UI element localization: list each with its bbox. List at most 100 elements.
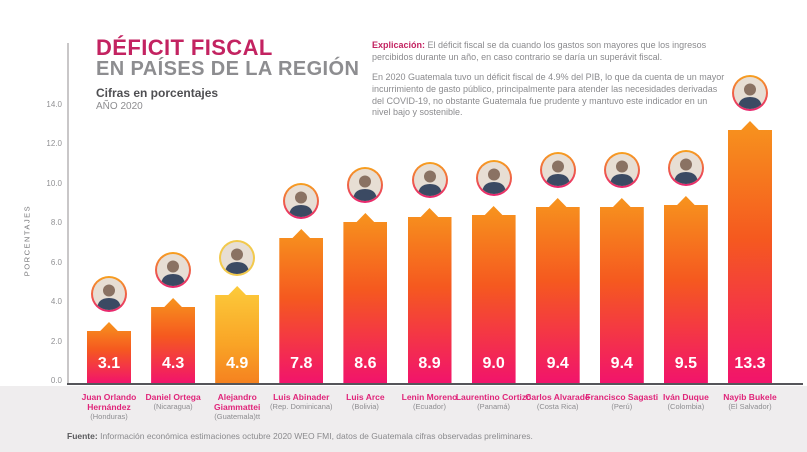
person-icon [93, 278, 125, 310]
president-avatar [219, 240, 256, 276]
y-axis-line [67, 43, 69, 383]
bar-value-label: 9.4 [546, 355, 569, 372]
bar: 9.5 [663, 196, 708, 383]
president-avatar [732, 75, 768, 111]
country-name: (Ecuador) [413, 402, 446, 412]
bar: 3.1 [87, 322, 131, 383]
person-icon [477, 162, 510, 194]
country-name: (Nicaragua) [153, 402, 193, 412]
page-title: DÉFICIT FISCAL [96, 35, 273, 60]
country-name: (Costa Rica) [536, 402, 579, 412]
bar: 8.9 [407, 208, 452, 383]
bar-value-label: 8.9 [418, 355, 441, 372]
title-year: AÑO 2020 [96, 100, 143, 112]
country-name: (Guatemala)tt [214, 412, 261, 422]
person-icon [413, 164, 446, 196]
y-tick-label: 8.0 [50, 218, 62, 228]
president-avatar [347, 167, 384, 203]
country-name: (Panamá) [477, 402, 511, 412]
bar: 7.8 [279, 229, 324, 383]
bar-value-label: 9.4 [610, 355, 633, 372]
president-avatar [91, 276, 127, 312]
president-avatar [667, 150, 704, 186]
title-caption: Cifras en porcentajes [96, 86, 219, 101]
bar-value-label: 13.3 [734, 355, 766, 372]
title-block: DÉFICIT FISCAL EN PAÍSES DE LA REGIÓN Ci… [96, 36, 359, 112]
source-text: Información económica estimaciones octub… [100, 431, 533, 441]
x-axis-label: Lenin Moreno (Ecuador) [390, 392, 470, 412]
source-label: Fuente: [67, 431, 98, 441]
bar-value-label: 4.3 [161, 355, 185, 372]
president-name: Daniel Ortega [145, 392, 201, 402]
bar-value-label: 3.1 [97, 355, 121, 372]
person-icon [734, 77, 766, 109]
person-icon [605, 154, 638, 186]
x-axis-label: Laurentino Cortizo (Panamá) [454, 392, 534, 412]
y-axis-title: PORCENTAJES [22, 204, 32, 277]
president-avatar [539, 152, 576, 188]
x-axis-label: Alejandro Giammattei (Guatemala)tt [197, 392, 277, 422]
y-tick-label: 14.0 [46, 100, 62, 110]
y-tick-label: 2.0 [50, 336, 62, 346]
president-avatar [411, 162, 448, 198]
president-avatar [155, 252, 192, 288]
explanation-paragraph-1: Explicación: El déficit fiscal se da cua… [372, 40, 728, 63]
country-name: (Perú) [611, 402, 633, 412]
x-axis-label: Nayib Bukele (El Salvador) [710, 392, 790, 412]
president-name: Francisco Sagasti [585, 392, 659, 402]
person-icon [221, 242, 254, 274]
x-axis-line [67, 383, 803, 385]
explanation-label: Explicación: [372, 40, 426, 50]
president-name: Laurentino Cortizo [455, 392, 532, 402]
explanation-text-1: El déficit fiscal se da cuando los gasto… [372, 40, 707, 62]
x-axis-label: Francisco Sagasti (Perú) [582, 392, 662, 412]
x-axis-label: Luis Abinader (Rep. Dominicana) [261, 392, 341, 412]
president-name: Iván Duque [662, 392, 709, 402]
x-axis-label: Juan Orlando Hernández (Honduras) [69, 392, 149, 422]
bar: 13.3 [728, 121, 772, 383]
y-tick-label: 10.0 [46, 178, 62, 188]
president-name: Juan Orlando Hernández [81, 392, 137, 413]
country-name: (El Salvador) [728, 402, 772, 412]
x-axis-label: Daniel Ortega (Nicaragua) [133, 392, 213, 412]
president-name: Carlos Alvarado [525, 392, 591, 402]
bar-value-label: 8.6 [354, 355, 377, 372]
bar: 9.4 [599, 198, 644, 383]
president-avatar [603, 152, 640, 188]
bar-value-label: 9.0 [482, 355, 505, 372]
person-icon [157, 254, 190, 286]
bottom-strip [0, 386, 807, 452]
x-axis-label: Carlos Alvarado (Costa Rica) [518, 392, 598, 412]
bar-value-label: 4.9 [226, 355, 249, 372]
president-name: Luis Arce [346, 392, 385, 402]
person-icon [349, 169, 382, 201]
person-icon [669, 152, 702, 184]
x-axis-label: Iván Duque (Colombia) [646, 392, 726, 412]
page-subtitle: EN PAÍSES DE LA REGIÓN [96, 58, 360, 81]
bar: 8.6 [343, 213, 388, 383]
president-name: Nayib Bukele [723, 392, 777, 402]
y-tick-label: 4.0 [50, 297, 62, 307]
x-axis-label: Luis Arce (Bolivia) [325, 392, 405, 412]
source-note: Fuente: Información económica estimacion… [67, 431, 533, 441]
person-icon [541, 154, 574, 186]
person-icon [285, 185, 318, 217]
y-tick-label: 12.0 [46, 139, 62, 149]
bar-value-label: 9.5 [674, 355, 698, 372]
explanation-block: Explicación: El déficit fiscal se da cua… [372, 40, 728, 128]
y-tick-label: 0.0 [50, 376, 62, 385]
country-name: (Colombia) [667, 402, 705, 412]
president-avatar [475, 160, 512, 196]
bar: 4.3 [151, 298, 196, 383]
country-name: (Honduras) [90, 412, 128, 422]
president-name: Lenin Moreno [401, 392, 458, 402]
president-name: Alejandro Giammattei [214, 392, 261, 413]
explanation-paragraph-2: En 2020 Guatemala tuvo un déficit fiscal… [372, 72, 725, 118]
country-name: (Bolivia) [351, 402, 379, 412]
president-avatar [283, 183, 320, 219]
bar-value-label: 7.8 [290, 355, 313, 372]
y-tick-label: 6.0 [50, 257, 62, 267]
bar: 9.4 [535, 198, 580, 383]
bar: 4.9 [215, 286, 260, 383]
